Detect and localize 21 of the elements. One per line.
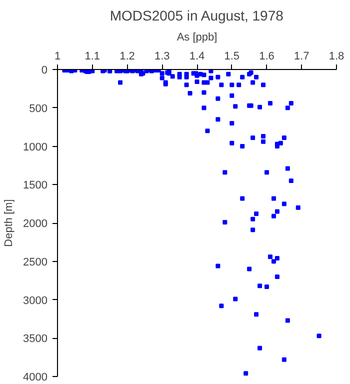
y-tick-label: 3500 bbox=[23, 333, 48, 346]
chart-title: MODS2005 in August, 1978 bbox=[110, 8, 284, 24]
y-tick-label: 3000 bbox=[23, 294, 48, 307]
x-axis-title: As [ppb] bbox=[176, 32, 218, 44]
x-tick-label: 1.6 bbox=[259, 50, 274, 62]
y-axis-title: Depth [m] bbox=[3, 199, 16, 247]
x-tick-label: 1.3 bbox=[154, 50, 170, 62]
y-tick-label: 0 bbox=[41, 64, 48, 76]
x-tick-label: 1.4 bbox=[189, 50, 205, 62]
x-tick-label: 1.7 bbox=[294, 50, 310, 62]
y-tick-label: 500 bbox=[29, 102, 48, 115]
y-tick-label: 2500 bbox=[23, 256, 48, 268]
y-tick-label: 4000 bbox=[23, 372, 48, 384]
x-tick-label: 1.8 bbox=[328, 50, 344, 62]
x-tick-label: 1.2 bbox=[120, 50, 135, 62]
x-tick-label: 1.5 bbox=[224, 50, 240, 62]
y-tick-label: 2000 bbox=[23, 218, 48, 230]
y-tick-label: 1500 bbox=[23, 180, 48, 192]
x-tick-label: 1 bbox=[54, 50, 61, 62]
x-tick-label: 1.1 bbox=[84, 50, 100, 62]
y-tick-label: 1000 bbox=[23, 141, 48, 154]
